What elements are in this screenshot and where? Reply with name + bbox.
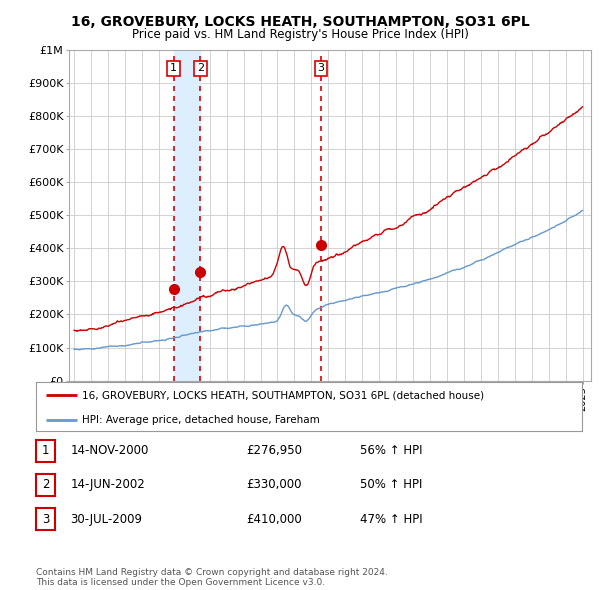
- Text: 14-NOV-2000: 14-NOV-2000: [70, 444, 149, 457]
- Text: 30-JUL-2009: 30-JUL-2009: [70, 513, 142, 526]
- Text: £276,950: £276,950: [246, 444, 302, 457]
- Text: Price paid vs. HM Land Registry's House Price Index (HPI): Price paid vs. HM Land Registry's House …: [131, 28, 469, 41]
- Text: £330,000: £330,000: [246, 478, 302, 491]
- Text: 1: 1: [170, 63, 177, 73]
- Text: 56% ↑ HPI: 56% ↑ HPI: [360, 444, 422, 457]
- Text: HPI: Average price, detached house, Fareham: HPI: Average price, detached house, Fare…: [82, 415, 320, 425]
- Text: 50% ↑ HPI: 50% ↑ HPI: [360, 478, 422, 491]
- Text: 16, GROVEBURY, LOCKS HEATH, SOUTHAMPTON, SO31 6PL: 16, GROVEBURY, LOCKS HEATH, SOUTHAMPTON,…: [71, 15, 529, 29]
- Text: Contains HM Land Registry data © Crown copyright and database right 2024.
This d: Contains HM Land Registry data © Crown c…: [36, 568, 388, 587]
- Text: £410,000: £410,000: [246, 513, 302, 526]
- Text: 2: 2: [42, 478, 49, 491]
- Text: 3: 3: [317, 63, 325, 73]
- Bar: [173, 50, 200, 381]
- Text: 47% ↑ HPI: 47% ↑ HPI: [360, 513, 422, 526]
- Text: 2: 2: [197, 63, 204, 73]
- Text: 16, GROVEBURY, LOCKS HEATH, SOUTHAMPTON, SO31 6PL (detached house): 16, GROVEBURY, LOCKS HEATH, SOUTHAMPTON,…: [82, 391, 485, 401]
- Text: 14-JUN-2002: 14-JUN-2002: [70, 478, 145, 491]
- Text: 1: 1: [42, 444, 49, 457]
- Text: 3: 3: [42, 513, 49, 526]
